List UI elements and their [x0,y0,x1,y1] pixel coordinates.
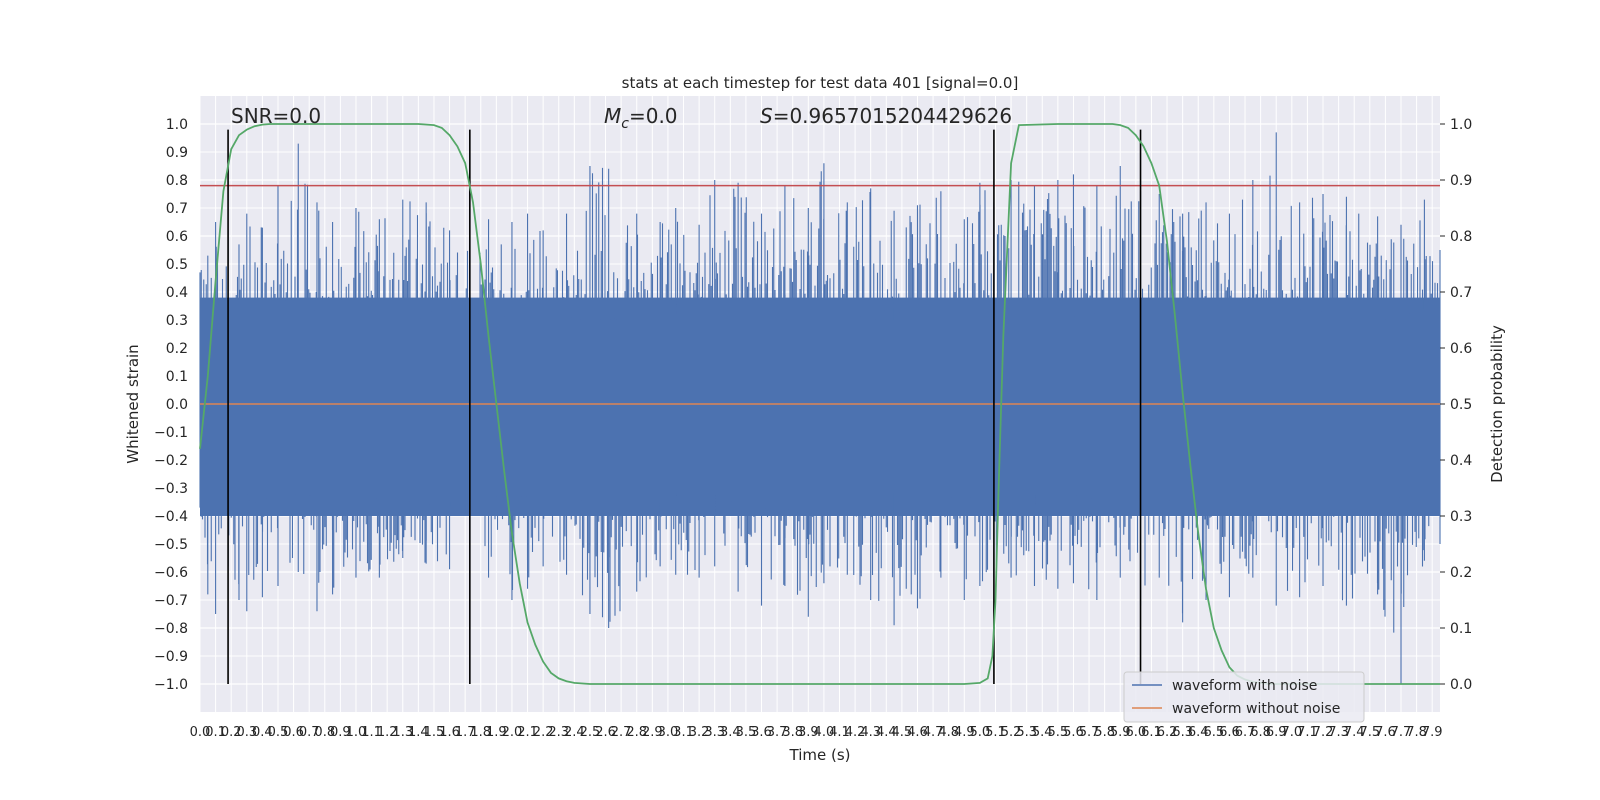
s-value: =0.9657015204429626 [773,104,1012,128]
y-tick-label: 0.4 [166,285,188,301]
y-right-tick-label: 0.4 [1450,453,1472,469]
y-right-tick-label: 0.8 [1450,229,1472,245]
y-tick-label: −0.6 [154,565,188,581]
y-right-tick-label: 0.0 [1450,677,1472,693]
y-tick-label: 0.9 [166,145,188,161]
y-axis-label: Whitened strain [124,344,142,463]
y-tick-label: 0.1 [166,369,188,385]
legend-label-noise: waveform with noise [1172,678,1317,694]
snr-annotation: SNR=0.0 [231,104,321,128]
s-symbol: S [760,104,773,128]
y-tick-label: 0.5 [166,257,188,273]
y-tick-label: 0.2 [166,341,188,357]
mc-symbol: M [604,104,621,128]
y-axis-right-label: Detection probability [1488,325,1506,483]
y-tick-label: 0.7 [166,201,188,217]
y-right-tick-label: 0.6 [1450,341,1472,357]
y-tick-label: 0.3 [166,313,188,329]
y-right-tick-label: 0.9 [1450,173,1472,189]
y-right-tick-label: 0.5 [1450,397,1472,413]
y-right-tick-label: 0.2 [1450,565,1472,581]
y-right-tick-label: 0.7 [1450,285,1472,301]
legend-label-clean: waveform without noise [1172,701,1340,717]
y-tick-label: −0.4 [154,509,188,525]
x-tick-label: 7.9 [1422,725,1443,740]
y-tick-label: −0.9 [154,649,188,665]
y-tick-label: 0.0 [166,397,188,413]
s-annotation: S=0.9657015204429626 [760,104,1012,128]
y-tick-label: −0.1 [154,425,188,441]
y-tick-label: −0.8 [154,621,188,637]
y-tick-label: 1.0 [166,117,188,133]
y-tick-label: −1.0 [154,677,188,693]
y-tick-label: −0.3 [154,481,188,497]
y-tick-label: 0.6 [166,229,188,245]
y-tick-label: −0.7 [154,593,188,609]
chart-title: stats at each timestep for test data 401… [622,74,1019,92]
y-tick-label: −0.5 [154,537,188,553]
y-right-tick-label: 0.1 [1450,621,1472,637]
y-right-tick-label: 0.3 [1450,509,1472,525]
x-axis-label: Time (s) [789,746,851,764]
y-tick-label: −0.2 [154,453,188,469]
mc-annotation: Mc=0.0 [604,104,678,132]
legend: waveform with noise waveform without noi… [1124,672,1364,722]
mc-value: =0.0 [629,104,678,128]
x-axis-ticks: 0.00.10.20.30.40.50.60.70.80.91.01.11.21… [190,725,1443,740]
y-tick-label: 0.8 [166,173,188,189]
y-right-tick-label: 1.0 [1450,117,1472,133]
